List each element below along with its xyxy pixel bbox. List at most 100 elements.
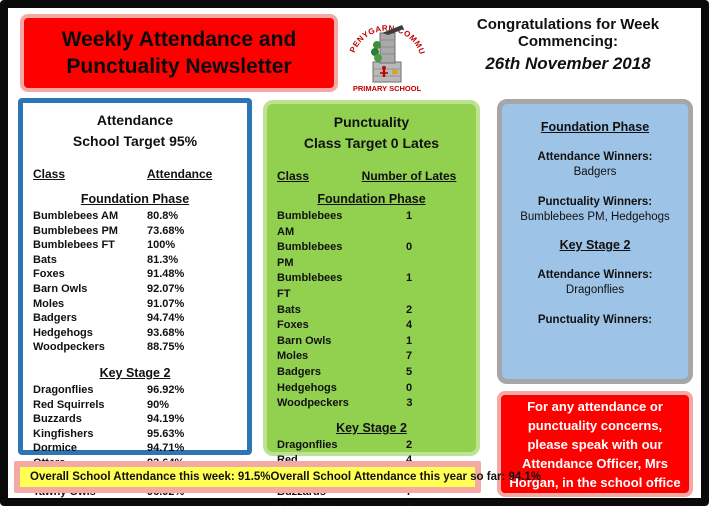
class-name: Dragonflies — [277, 438, 338, 451]
punctuality-header-row: Class Number of Lates — [267, 169, 476, 183]
school-logo-icon: PENYGARN COMMUNITY — [341, 4, 426, 93]
class-name: Dragonflies — [33, 383, 94, 396]
punctuality-col-value: Number of Lates — [361, 169, 457, 183]
week-date: 26th November 2018 — [485, 54, 651, 73]
punctuality-title: Punctuality — [333, 114, 410, 130]
class-value: 91.07% — [147, 297, 185, 310]
newsletter-title-box: Weekly Attendance and Punctuality Newsle… — [20, 14, 338, 92]
section-label: Key Stage 2 — [99, 365, 171, 380]
congratulations-label: Congratulations for Week Commencing: — [476, 16, 660, 50]
class-value: 94.74% — [147, 312, 185, 325]
class-value: 88.75% — [147, 341, 185, 354]
table-row: Bumblebees PM 0 — [267, 240, 476, 271]
class-value: 91.48% — [147, 268, 185, 281]
newsletter-page: Weekly Attendance and Punctuality Newsle… — [8, 4, 704, 506]
class-name: Kingfishers — [33, 427, 94, 440]
winners-section-label: Key Stage 2 — [559, 238, 631, 252]
summary-bar: Overall School Attendance this week: 91.… — [14, 461, 541, 493]
notice-text: For any attendance or punctuality concer… — [509, 398, 681, 490]
class-value: 1 — [405, 272, 413, 285]
attendance-subtitle: School Target 95% — [72, 133, 198, 149]
table-row: Moles 91.07% — [23, 297, 247, 312]
table-row: Woodpeckers 3 — [267, 396, 476, 412]
class-name: Moles — [33, 297, 65, 310]
table-row: Dragonflies 2 — [267, 438, 476, 454]
class-name: Moles — [277, 350, 309, 363]
winners-entry-label: Attendance Winners: — [537, 151, 653, 163]
winners-entry-value: Badgers — [573, 166, 617, 178]
table-row: Bumblebees PM 73.68% — [23, 224, 247, 239]
table-row: Badgers 94.74% — [23, 311, 247, 326]
table-row: Bumblebees AM 80.8% — [23, 209, 247, 224]
punctuality-panel: Punctuality Class Target 0 Lates Class N… — [263, 100, 480, 506]
table-row: Barn Owls 92.07% — [23, 282, 247, 297]
attendance-title: Attendance — [96, 112, 174, 128]
newsletter-title-line1: Weekly Attendance and — [61, 28, 297, 51]
class-value: 90% — [147, 398, 170, 411]
class-name: Woodpeckers — [277, 397, 349, 410]
table-row: Hedgehogs 93.68% — [23, 326, 247, 341]
punctuality-table: Foundation Phase Bumblebees AM 1 Bumblebees… — [267, 192, 476, 506]
table-row: Dragonflies 96.92% — [23, 383, 247, 398]
class-name: Bats — [277, 303, 301, 316]
class-name: Hedgehogs — [33, 326, 93, 339]
summary-inner-bar: Overall School Attendance this week: 91.… — [20, 467, 541, 487]
class-name: Barn Owls — [33, 282, 88, 295]
table-row: Buzzards 94.19% — [23, 412, 247, 427]
logo-bottom-text: PRIMARY SCHOOL — [353, 84, 422, 93]
table-row: Dormice 94.71% — [23, 441, 247, 456]
class-name: Kingfishers — [277, 500, 348, 506]
winners-panel: Foundation Phase Attendance Winners: Badge… — [497, 99, 693, 384]
section-label: Foundation Phase — [317, 192, 426, 206]
class-value: 7 — [405, 350, 413, 363]
class-value: 81.3% — [147, 253, 179, 266]
class-value: 1 — [405, 334, 413, 347]
class-value: 0 — [405, 381, 413, 394]
notice-panel: For any attendance or punctuality concer… — [497, 391, 693, 497]
class-value: 4 — [348, 500, 470, 506]
class-value: 94.19% — [147, 413, 185, 426]
table-row: Woodpeckers 88.75% — [23, 340, 247, 355]
table-row: Barn Owls 1 — [267, 334, 476, 350]
logo-top-ornament — [382, 25, 404, 35]
class-value: 3 — [406, 397, 413, 410]
winners-entry-label: Punctuality Winners: — [537, 314, 653, 326]
table-row: Red Squirrels 90% — [23, 398, 247, 413]
table-row: Bats 2 — [267, 303, 476, 319]
class-name: Barn Owls — [277, 334, 332, 347]
class-value: 94.71% — [147, 442, 185, 455]
table-row: Bumblebees AM 1 — [267, 209, 476, 240]
class-value: 2 — [405, 303, 413, 316]
class-value: 100% — [147, 239, 176, 252]
class-name: Red Squirrels — [33, 398, 105, 411]
class-name: Badgers — [277, 365, 322, 378]
summary-year: Overall School Attendance this year so f… — [270, 471, 542, 483]
table-row: Kingfishers4 — [267, 500, 476, 506]
summary-week: Overall School Attendance this week: 91.… — [30, 471, 271, 483]
class-value: 2 — [405, 438, 413, 451]
class-name: Badgers — [33, 312, 78, 325]
winners-section-label: Foundation Phase — [540, 120, 650, 134]
table-row: Badgers 5 — [267, 365, 476, 381]
class-name: Bumblebees AM — [277, 210, 343, 238]
attendance-col-value: Attendance — [147, 167, 213, 181]
class-name: Dormice — [33, 442, 78, 455]
class-value: 73.68% — [147, 224, 185, 237]
table-row: Foxes 91.48% — [23, 267, 247, 282]
congratulations-block: Congratulations for Week Commencing: 26t… — [432, 16, 704, 74]
class-value: 96.92% — [147, 383, 185, 396]
class-name: Bumblebees FT — [33, 239, 115, 252]
table-row: Hedgehogs 0 — [267, 381, 476, 397]
winners-entry-label: Attendance Winners: — [537, 269, 653, 281]
table-row: Kingfishers 95.63% — [23, 427, 247, 442]
table-row: Foxes 4 — [267, 318, 476, 334]
attendance-panel: Attendance School Target 95% Class Atten… — [18, 98, 252, 498]
attendance-header-row: Class Attendance — [23, 167, 247, 181]
table-row: Moles 7 — [267, 349, 476, 365]
newsletter-title-line2: Punctuality Newsletter — [66, 55, 292, 78]
class-value: 92.07% — [147, 282, 185, 295]
table-row: Bumblebees FT 100% — [23, 238, 247, 253]
section-label: Key Stage 2 — [336, 420, 407, 435]
attendance-table: Foundation Phase Bumblebees AM 80.8% Bumble… — [23, 192, 247, 500]
